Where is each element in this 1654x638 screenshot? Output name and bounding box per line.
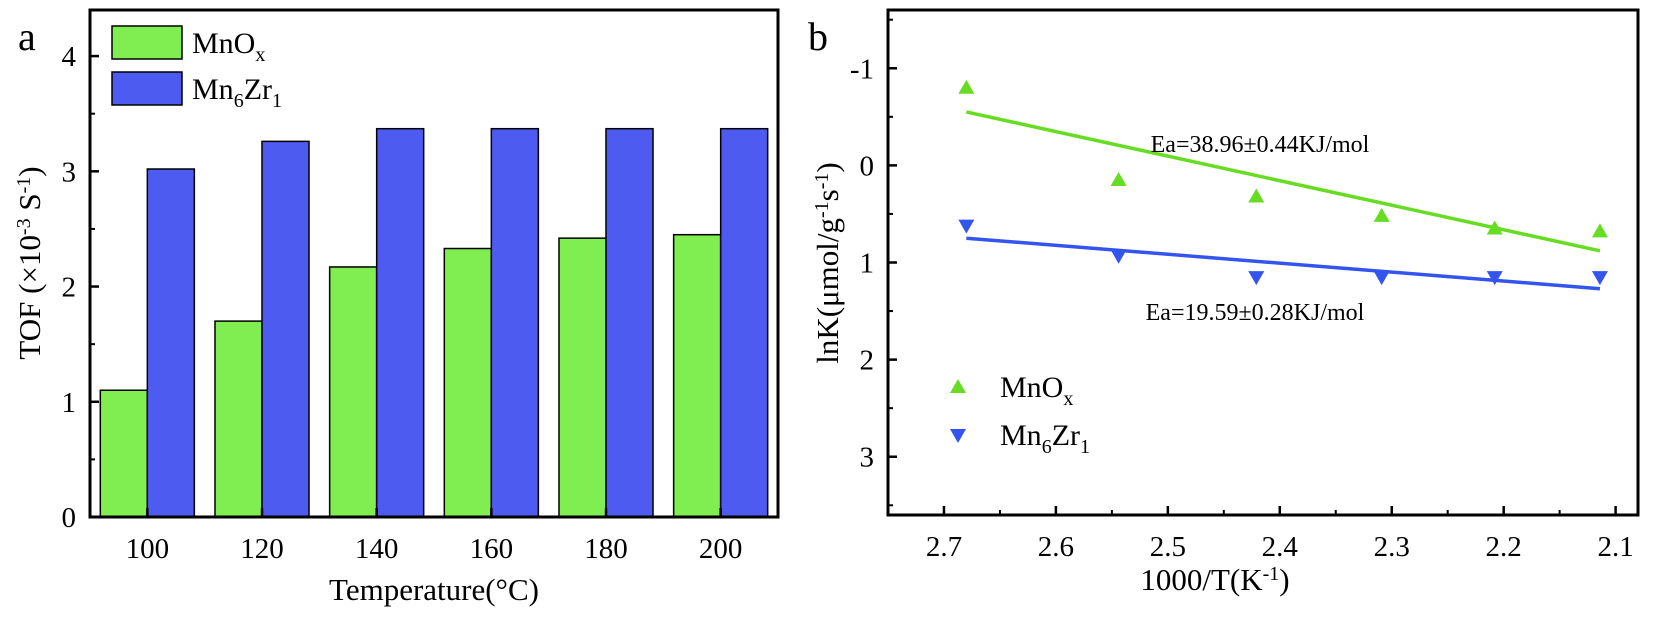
x-tick-label: 2.2	[1486, 531, 1522, 563]
legend-label-mnox: MnOx	[1000, 371, 1073, 410]
x-axis-ticks: 100 120 140 160 180 200	[126, 508, 743, 565]
bar-mnox-120	[214, 320, 263, 518]
bar-mnox-180	[558, 237, 607, 518]
bar-mnox-100	[99, 389, 149, 518]
panel-a-frame	[88, 8, 780, 519]
x-tick-label: 2.6	[1038, 531, 1074, 563]
y-tick-label: 3	[860, 442, 875, 474]
bar-mn6zr1-140	[375, 127, 425, 518]
bar-mnox-160	[443, 247, 493, 518]
activation-energy-mnox: Ea=38.96±0.44KJ/mol	[1151, 132, 1370, 158]
legend-marker-mn6zr1	[950, 429, 966, 443]
y-tick-label: 3	[62, 156, 77, 188]
panel-a-label: a	[18, 14, 36, 59]
x-axis-ticks: 2.7 2.6 2.5 2.4 2.3 2.2 2.1	[926, 506, 1634, 563]
point-mnox	[958, 79, 975, 94]
bar-mn6zr1-100	[146, 168, 196, 518]
legend-label-mn6zr1: Mn6Zr1	[192, 73, 282, 112]
x-tick-label: 2.1	[1597, 531, 1633, 563]
legend-label-mn6zr1: Mn6Zr1	[1000, 419, 1090, 458]
y-tick-label: 0	[860, 150, 875, 182]
x-tick-label: 140	[355, 533, 399, 565]
point-mn6zr1	[1486, 271, 1503, 286]
point-mn6zr1	[1373, 271, 1390, 286]
point-mn6zr1	[1591, 271, 1608, 286]
fit-line-mn6zr1	[966, 236, 1601, 291]
x-tick-label: 120	[240, 533, 284, 565]
point-mnox	[1591, 223, 1608, 238]
y-axis-ticks: -1 0 1 2 3	[850, 18, 897, 507]
point-mnox	[1373, 207, 1390, 222]
y-tick-label: 2	[860, 345, 875, 377]
point-mnox	[1248, 188, 1265, 203]
legend: MnOx Mn6Zr1	[950, 371, 1090, 458]
bar-mnox-200	[672, 233, 722, 518]
y-axis-title: TOF (×10-3 S-1)	[12, 166, 47, 359]
x-tick-label: 200	[699, 533, 743, 565]
x-tick-label: 180	[584, 533, 628, 565]
y-tick-label: 2	[62, 272, 77, 304]
x-axis-title: Temperature(°C)	[329, 572, 539, 607]
bar-mn6zr1-120	[261, 140, 310, 518]
point-mnox	[1110, 171, 1127, 186]
legend-label-mnox: MnOx	[192, 27, 265, 66]
point-mn6zr1	[1110, 249, 1127, 264]
point-mn6zr1	[1248, 271, 1265, 286]
legend: MnOx Mn6Zr1	[111, 25, 282, 112]
activation-energy-mn6zr1: Ea=19.59±0.28KJ/mol	[1146, 300, 1365, 326]
x-tick-label: 100	[126, 533, 170, 565]
bar-mn6zr1-200	[719, 127, 769, 518]
panel-b-label: b	[808, 14, 828, 59]
x-axis-title: 1000/T(K-1)	[1140, 562, 1289, 597]
y-axis-title: lnK(μmol/g-1s-1)	[810, 162, 845, 364]
y-tick-label: 4	[62, 41, 77, 73]
legend-swatch-mnox	[111, 25, 183, 60]
data-points	[958, 79, 1608, 286]
y-tick-label: -1	[850, 53, 874, 85]
y-axis-ticks: 0 1 2 3 4	[62, 41, 99, 534]
x-tick-label: 2.4	[1262, 531, 1299, 563]
bars-group	[99, 127, 769, 518]
point-mnox	[1486, 220, 1503, 235]
legend-swatch-mn6zr1	[111, 71, 183, 106]
y-tick-label: 0	[62, 502, 77, 534]
panel-b-scatter-chart: b Ea=38.96±0.44KJ/mol Ea=19.59±0.28KJ/mol…	[808, 8, 1640, 597]
bar-mn6zr1-180	[605, 127, 654, 518]
bar-mn6zr1-160	[490, 127, 540, 518]
x-tick-label: 160	[470, 533, 514, 565]
bar-mnox-140	[328, 266, 378, 518]
x-tick-label: 2.7	[926, 531, 962, 563]
x-tick-label: 2.5	[1150, 531, 1186, 563]
x-tick-label: 2.3	[1374, 531, 1410, 563]
panel-a-bar-chart: a 0 1 2 3 4 100 120 140 160 180 200 Temperature(°…	[12, 8, 780, 607]
point-mn6zr1	[958, 219, 975, 234]
y-tick-label: 1	[62, 387, 77, 419]
legend-marker-mnox	[950, 379, 966, 393]
y-tick-label: 1	[860, 248, 875, 280]
annotations: Ea=38.96±0.44KJ/mol Ea=19.59±0.28KJ/mol	[1146, 132, 1370, 326]
